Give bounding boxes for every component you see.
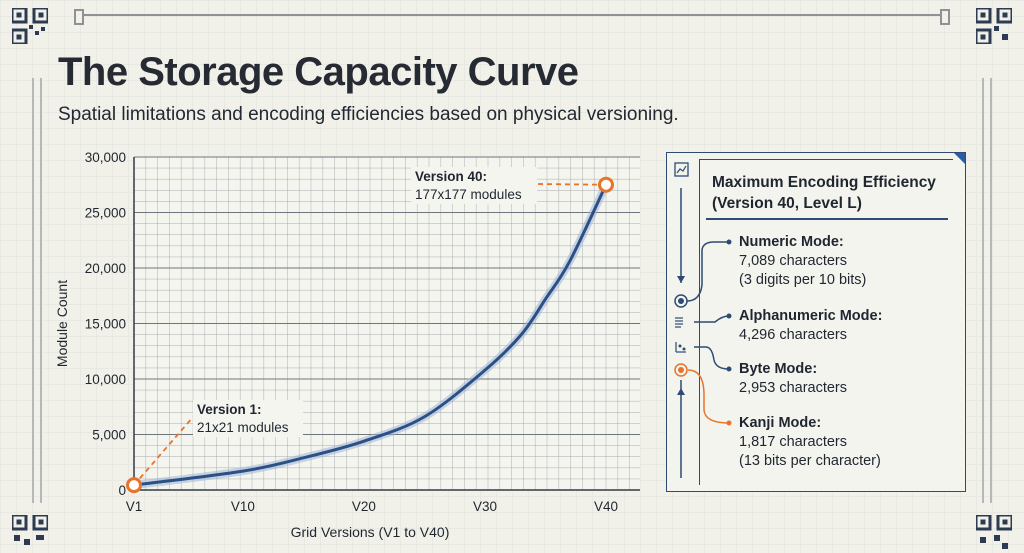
version40-leader <box>537 183 607 186</box>
chart-panel-icon-line <box>676 165 687 174</box>
capacity-curve <box>133 184 608 487</box>
byte-mode-capacity: 2,953 characters <box>739 380 848 396</box>
alphanumeric-mode-entry: Alphanumeric Mode: 4,296 characters <box>739 307 882 345</box>
numeric-mode-icon-dot <box>678 298 684 304</box>
top-frame-bar <box>74 9 950 25</box>
byte-mode-entry: Byte Mode: 2,953 characters <box>739 360 847 398</box>
x-tick-label: V1 <box>126 499 143 514</box>
page-subtitle: Spatial limitations and encoding efficie… <box>58 104 679 125</box>
right-frame-bar <box>982 78 992 503</box>
panel-title: Maximum Encoding Efficiency (Version 40,… <box>712 174 936 212</box>
kanji-connector <box>687 369 730 424</box>
chart-panel-icon <box>674 162 689 177</box>
x-tick-label: V40 <box>594 499 618 514</box>
x-axis-label: Grid Versions (V1 to V40) <box>291 524 450 540</box>
numeric-mode-name: Numeric Mode: <box>739 234 844 250</box>
kanji-mode-icon-dot <box>678 367 684 373</box>
panel-title-rule <box>706 218 948 220</box>
byte-connector <box>694 346 730 370</box>
byte-dot <box>726 366 732 372</box>
version1-text: 21x21 modules <box>197 420 289 435</box>
y-axis-label: Module Count <box>54 280 70 367</box>
version40-label-bg <box>411 167 537 204</box>
alphanumeric-mode-capacity: 4,296 characters <box>739 327 848 343</box>
left-frame-bar <box>32 78 42 503</box>
kanji-dot <box>726 420 732 426</box>
page-title: The Storage Capacity Curve <box>58 50 579 94</box>
y-tick-label: 10,000 <box>85 372 126 387</box>
version1-marker <box>126 477 142 494</box>
numeric-mode-entry: Numeric Mode: 7,089 characters (3 digits… <box>739 233 866 290</box>
kanji-mode-name: Kanji Mode: <box>739 415 822 431</box>
alphanumeric-mode-name: Alphanumeric Mode: <box>739 308 883 324</box>
byte-mode-name: Byte Mode: <box>739 361 818 377</box>
y-tick-label: 25,000 <box>85 206 126 221</box>
version1-label-bg <box>193 400 303 437</box>
byte-mode-icon <box>675 342 686 353</box>
y-tick-label: 30,000 <box>85 150 126 165</box>
version40-text: 177x177 modules <box>415 187 522 202</box>
kanji-mode-entry: Kanji Mode: 1,817 characters (13 bits pe… <box>739 414 881 471</box>
y-tick-label: 20,000 <box>85 261 126 276</box>
version1-leader <box>133 416 194 486</box>
alphanumeric-mode-icon <box>675 317 683 328</box>
x-tick-label: V20 <box>352 499 376 514</box>
x-tick-label: V10 <box>231 499 255 514</box>
x-tick-label: V30 <box>473 499 497 514</box>
version40-marker <box>598 176 614 193</box>
numeric-mode-note: (3 digits per 10 bits) <box>739 272 867 288</box>
panel-corner-mark <box>954 153 965 164</box>
down-arrow-icon <box>677 276 685 283</box>
up-arrow-icon <box>677 388 685 395</box>
alphanumeric-connector <box>694 315 730 323</box>
alphanumeric-dot <box>726 313 732 319</box>
y-tick-label: 5,000 <box>92 428 126 443</box>
numeric-connector <box>686 241 729 302</box>
numeric-dot <box>726 239 732 245</box>
version1-title: Version 1: <box>197 402 262 417</box>
kanji-mode-note: (13 bits per character) <box>739 453 881 469</box>
kanji-mode-capacity: 1,817 characters <box>739 434 848 450</box>
numeric-mode-capacity: 7,089 characters <box>739 253 848 269</box>
y-tick-label: 15,000 <box>85 317 126 332</box>
y-tick-label: 0 <box>118 483 126 498</box>
version40-title: Version 40: <box>415 169 487 184</box>
